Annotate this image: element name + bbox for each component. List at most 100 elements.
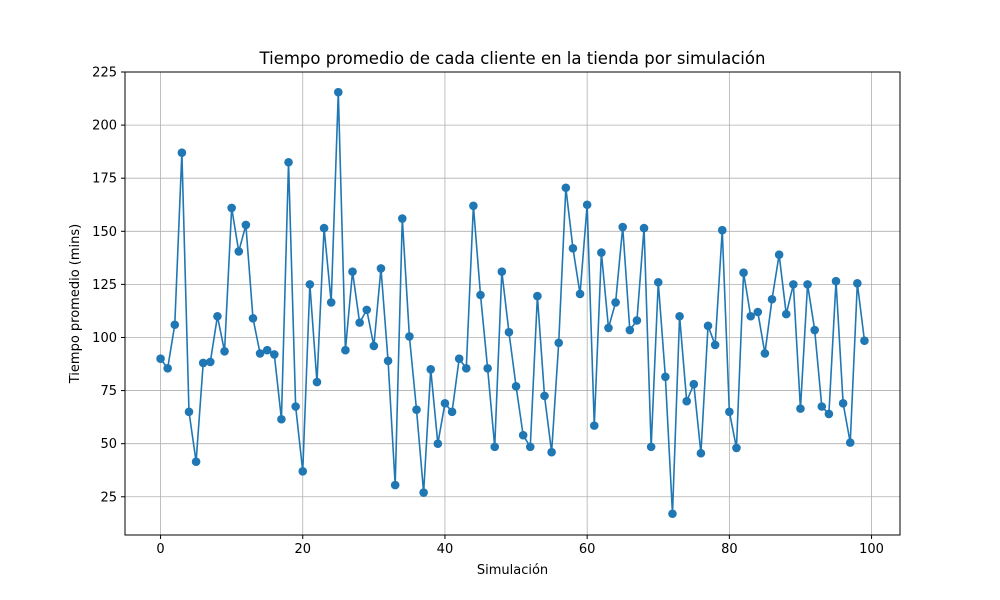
data-point [796,404,805,413]
data-point [845,438,855,447]
x-tick-label: 80 [721,542,738,557]
data-point [646,442,656,452]
data-point [753,307,763,317]
data-point [305,280,315,289]
data-point [696,448,706,458]
data-point [803,280,812,289]
data-point [213,311,222,321]
data-point [511,382,521,391]
data-point [604,323,613,333]
data-point [362,305,372,315]
data-point [653,277,663,287]
data-point [838,399,848,408]
data-point [405,332,414,341]
data-point [639,223,649,233]
axes: 0 20 40 60 80 100 25 50 75 100 125 150 175 200 225 [92,66,884,558]
data-point [198,358,208,368]
data-point [540,391,549,401]
data-point [376,264,386,273]
data-point [547,447,556,457]
data-point [461,363,471,373]
y-tick-label: 75 [100,384,117,399]
y-tick-label: 25 [100,490,117,505]
data-point [746,311,755,321]
data-point [170,320,180,330]
data-point [284,157,293,167]
data-point [454,354,464,364]
data-point [824,409,834,419]
data-point [575,289,585,299]
data-point [725,407,734,417]
data-point [689,379,699,389]
data-point [270,350,279,359]
chart-title: Tiempo promedio de cada cliente en la ti… [259,49,766,68]
data-point [156,354,165,364]
data-point [760,349,770,358]
data-point [525,442,535,452]
data-point [227,203,236,213]
data-point [682,396,691,406]
y-tick-label: 50 [100,437,117,452]
data-point [426,365,436,374]
data-point [390,480,400,490]
plot-area [125,72,900,535]
data-point [781,309,791,319]
data-point [447,407,457,417]
data-point [277,414,286,424]
y-tick-label: 100 [92,331,117,346]
data-point [248,314,258,323]
data-point [319,223,329,233]
x-tick-label: 40 [437,542,454,557]
data-point [433,439,443,448]
data-point [568,243,578,253]
y-tick-label: 125 [92,278,117,293]
data-point [163,363,172,373]
series-line [159,91,866,515]
grid [125,71,900,535]
data-point [661,372,670,382]
data-point [255,349,265,358]
data-point [582,200,592,210]
data-point [668,509,677,519]
data-point [383,356,393,366]
data-point [732,443,741,453]
x-axis-label: Simulación [477,563,548,578]
data-point [860,336,869,345]
y-axis-label: Tiempo promedio (mins) [68,224,83,384]
data-point [419,488,428,497]
data-point [554,338,564,348]
data-point [334,87,343,97]
data-point [767,294,777,304]
data-point [831,276,841,286]
data-point [262,345,272,355]
data-point [504,327,514,337]
data-point [177,148,187,158]
data-point [739,268,748,278]
data-point [789,280,798,289]
data-point [703,321,713,331]
data-point [397,214,407,223]
y-tick-label: 150 [92,225,117,240]
data-point [675,311,684,321]
data-point [220,346,229,356]
data-point [483,363,492,373]
data-point [412,405,421,414]
data-point [469,201,478,211]
plot-frame [124,71,901,536]
data-point [518,430,528,440]
data-point [497,267,507,276]
data-point [597,248,606,257]
data-point [241,220,251,230]
y-tick-label: 175 [92,172,117,187]
data-point [774,250,784,259]
data-point [312,377,322,387]
data-point [589,421,599,430]
x-tick-label: 60 [579,542,596,557]
data-point [341,345,350,355]
data-point [355,318,364,327]
data-point [533,291,542,301]
x-tick-label: 100 [859,542,884,557]
data-point [625,325,635,335]
data-point [817,402,827,411]
